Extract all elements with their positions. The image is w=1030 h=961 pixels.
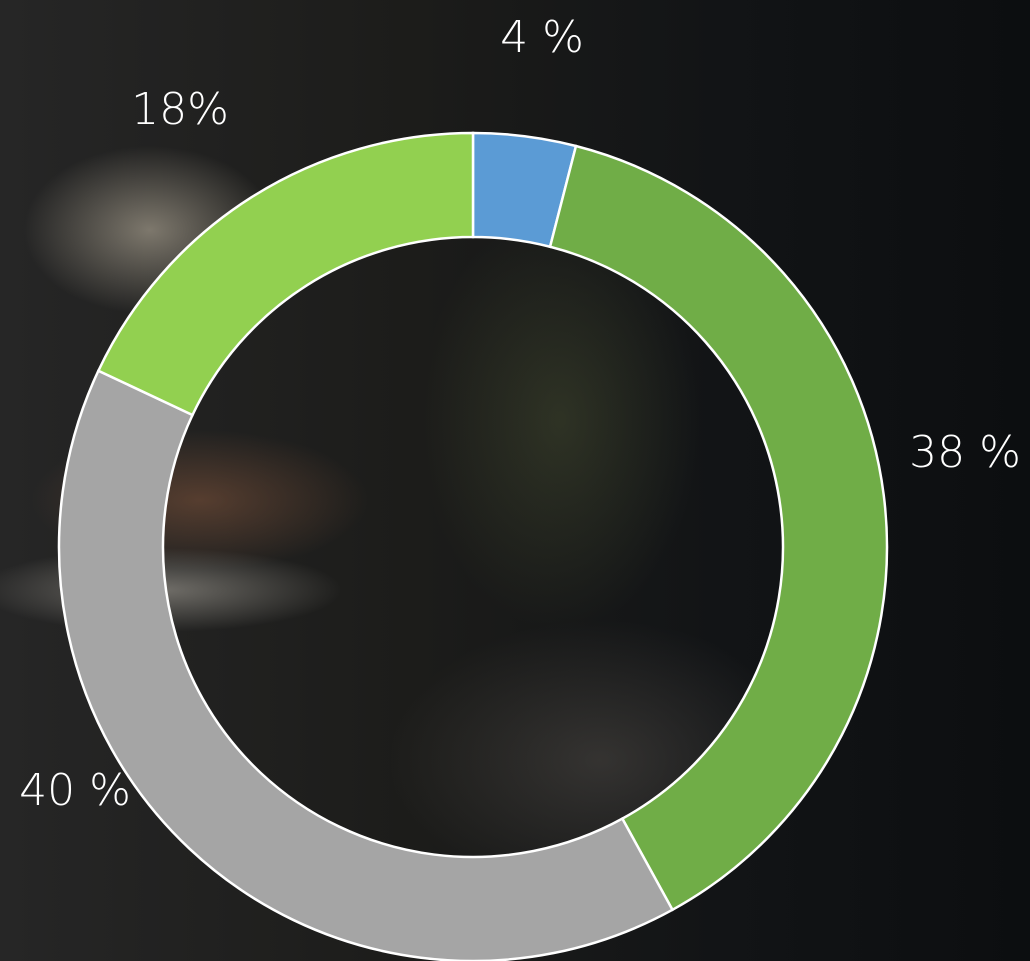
donut-segment xyxy=(57,369,675,961)
donut-segment xyxy=(548,144,889,912)
data-label: 18% xyxy=(131,84,229,135)
donut-segment xyxy=(96,131,475,417)
data-label: 40 % xyxy=(19,765,131,816)
data-label: 38 % xyxy=(909,427,1021,478)
data-label: 4 % xyxy=(500,12,584,63)
